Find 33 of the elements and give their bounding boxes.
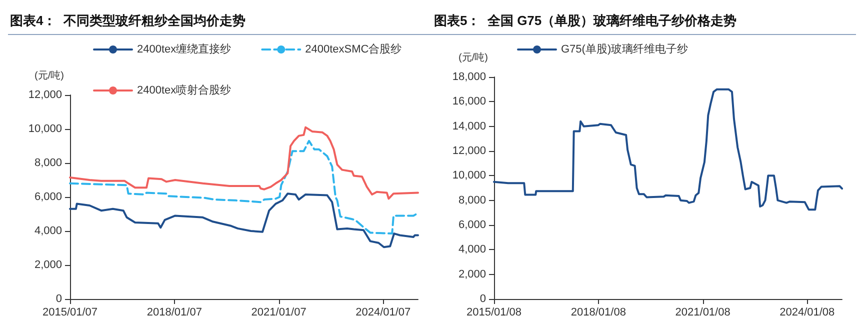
- y-tick-label: 10,000: [28, 123, 62, 135]
- x-tick-label: 2018/01/08: [570, 306, 626, 318]
- x-tick-label: 2015/01/08: [466, 306, 522, 318]
- legend-label: 2400tex喷射合股纱: [137, 84, 232, 96]
- y-tick-label: 6,000: [458, 219, 486, 231]
- y-tick-label: 6,000: [34, 191, 62, 203]
- x-tick-label: 2021/01/07: [251, 306, 306, 318]
- y-tick-label: 4,000: [34, 225, 62, 237]
- y-tick-label: 0: [480, 293, 486, 305]
- y-tick-label: 8,000: [458, 194, 486, 206]
- y-tick-label: 14,000: [452, 120, 486, 132]
- x-tick-label: 2015/01/07: [42, 306, 98, 318]
- x-tick-label: 2021/01/08: [675, 306, 730, 318]
- x-tick-label: 2024/01/07: [356, 306, 411, 318]
- y-tick-label: 10,000: [452, 170, 486, 182]
- y-tick-label: 8,000: [34, 157, 62, 169]
- legend-label: G75(单股)玻璃纤维电子纱: [561, 42, 688, 56]
- chart-title: 图表4： 不同类型玻纤粗纱全国均价走势: [8, 8, 432, 35]
- y-tick-label: 18,000: [452, 71, 486, 83]
- y-tick-label: 12,000: [28, 89, 62, 101]
- y-axis-title: (元/吨): [458, 52, 488, 64]
- y-tick-label: 16,000: [452, 96, 486, 108]
- chart-title: 图表5： 全国 G75（单股）玻璃纤维电子纱价格走势: [432, 8, 856, 35]
- y-tick-label: 2,000: [458, 268, 486, 280]
- legend-label: 2400texSMC合股纱: [305, 42, 402, 56]
- y-tick-label: 4,000: [458, 244, 486, 256]
- x-tick-label: 2024/01/08: [780, 306, 835, 318]
- x-tick-label: 2018/01/07: [146, 306, 202, 318]
- y-axis-title: (元/吨): [34, 70, 64, 82]
- legend-label: 2400tex缠绕直接纱: [137, 42, 232, 56]
- y-tick-label: 12,000: [452, 145, 486, 157]
- y-tick-label: 2,000: [34, 259, 62, 271]
- y-tick-label: 0: [56, 293, 62, 305]
